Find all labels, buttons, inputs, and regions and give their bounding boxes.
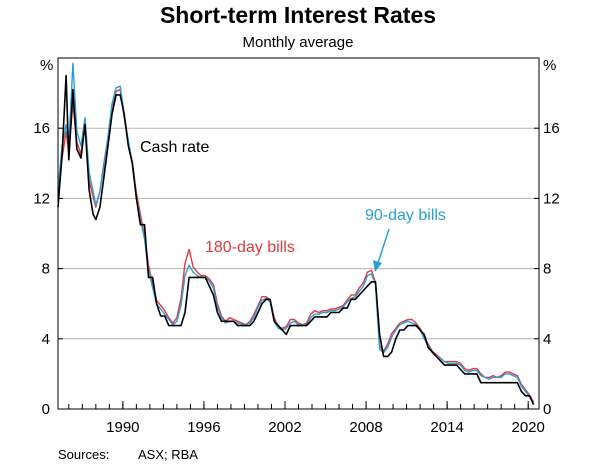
chart-title: Short-term Interest Rates	[160, 2, 436, 28]
y-unit-right: %	[543, 57, 556, 74]
label-90-day-bills: 90-day bills	[365, 207, 446, 224]
y-tick-right: 4	[543, 331, 551, 348]
y-tick-left: 12	[33, 190, 50, 207]
y-tick-right: 12	[543, 190, 560, 207]
x-tick-label: 2008	[349, 419, 382, 436]
x-axis: 1990 1996 2002 2008 2014 2020	[68, 401, 545, 436]
x-tick-label: 2014	[430, 419, 463, 436]
series-bills90	[57, 62, 535, 405]
y-tick-right: 8	[543, 261, 551, 278]
series-lines	[57, 62, 535, 405]
y-tick-left: 8	[42, 261, 50, 278]
label-180-day-bills: 180-day bills	[205, 239, 295, 256]
gridlines	[58, 127, 539, 340]
x-tick-label: 1996	[187, 419, 220, 436]
source-text: ASX; RBA	[138, 447, 198, 462]
source-label: Sources:	[58, 447, 109, 462]
y-tick-left: 4	[42, 331, 50, 348]
y-tick-right: 0	[543, 401, 551, 418]
label-cash-rate: Cash rate	[140, 139, 209, 156]
x-tick-label: 2020	[512, 419, 545, 436]
arrow-90-day-bills	[373, 228, 390, 272]
plot-frame	[57, 57, 540, 410]
x-tick-label: 2002	[268, 419, 301, 436]
chart-subtitle: Monthly average	[243, 34, 354, 51]
x-tick-label: 1990	[106, 419, 139, 436]
y-unit-left: %	[40, 57, 53, 74]
y-tick-left: 0	[42, 401, 50, 418]
y-tick-left: 16	[33, 120, 50, 137]
y-axis: 0 0 4 4 8 8 12 12 16 16	[33, 120, 559, 418]
y-tick-right: 16	[543, 120, 560, 137]
series-bills180	[57, 88, 535, 403]
series-cash	[57, 74, 535, 405]
